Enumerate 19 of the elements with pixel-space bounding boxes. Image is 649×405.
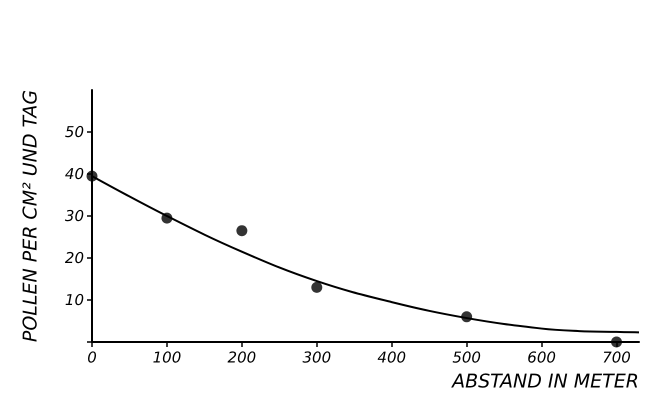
y-tick-label: 30 [64,207,84,225]
x-tick-label: 500 [452,348,481,366]
x-tick-label: 100 [152,348,182,366]
y-tick-label: 10 [64,291,84,309]
x-tick-label: 300 [302,348,332,366]
y-tick-label: 20 [64,249,84,267]
x-tick-label: 600 [527,348,556,366]
point [311,282,322,293]
y-axis-title: POLLEN PER CM² UND TAG [20,90,42,342]
x-axis-title: ABSTAND IN METER [450,370,639,392]
point [86,170,98,182]
x-tick-label: 200 [228,348,256,366]
y-tick-label: 40 [64,165,84,183]
point [236,225,248,236]
x-tick-label: 0 [87,348,97,366]
x-tick-label: 700 [602,348,631,366]
x-tick-label: 400 [377,348,406,366]
point [611,336,622,348]
y-tick-label: 50 [64,123,84,141]
